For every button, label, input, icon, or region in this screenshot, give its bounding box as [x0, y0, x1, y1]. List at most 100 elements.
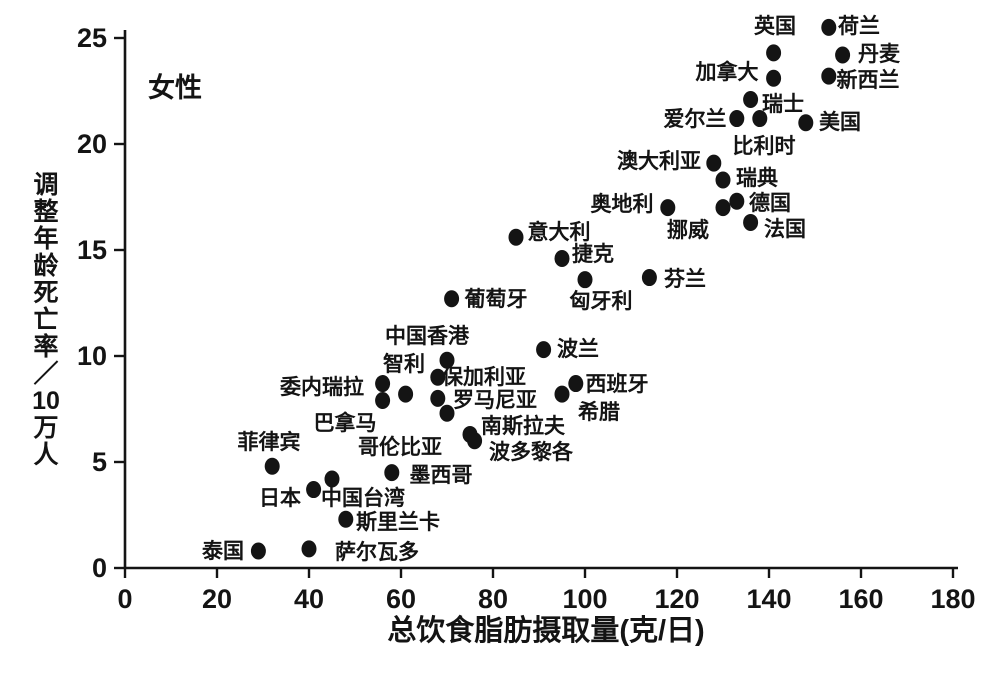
data-point: [430, 389, 446, 407]
point-label: 中国台湾: [321, 486, 405, 510]
data-point: [508, 228, 524, 246]
point-label: 澳大利亚: [617, 149, 701, 173]
y-axis-title-char: 整: [33, 198, 58, 226]
data-points-layer: [250, 18, 851, 560]
point-label: 意大利: [528, 220, 591, 244]
y-axis-title-char: 死: [33, 279, 58, 307]
data-point: [444, 290, 460, 308]
point-label: 保加利亚: [441, 366, 526, 389]
point-label: 巴拿马: [314, 411, 377, 435]
series-annotation-female: 女性: [148, 72, 202, 103]
point-label: 智利: [383, 352, 425, 376]
data-point: [398, 385, 414, 403]
point-label: 匈牙利: [570, 290, 633, 313]
y-axis-title-char: 人: [33, 441, 58, 469]
data-point: [821, 18, 837, 36]
point-label: 英国: [754, 15, 796, 38]
point-label: 捷克: [572, 243, 614, 266]
x-tick-label: 100: [562, 584, 607, 614]
y-axis-title-char: 亡: [33, 305, 58, 334]
data-point: [798, 114, 814, 132]
point-label: 南斯拉夫: [481, 414, 566, 438]
y-tick-label: 25: [77, 23, 107, 53]
point-label: 美国: [819, 110, 861, 134]
y-tick-label: 15: [77, 235, 107, 265]
x-tick-label: 120: [654, 584, 699, 614]
x-axis-title: 总饮食脂肪摄取量(克/日): [387, 613, 704, 647]
data-point: [324, 470, 340, 488]
point-label: 比利时: [733, 135, 796, 158]
data-point: [462, 425, 478, 443]
point-label: 加拿大: [695, 60, 759, 84]
data-point: [715, 171, 731, 189]
y-axis-title-char: 调: [33, 171, 58, 199]
data-point: [264, 457, 280, 475]
point-label: 丹麦: [858, 42, 901, 66]
data-point: [821, 67, 837, 85]
data-point: [766, 44, 782, 62]
point-label: 新西兰: [837, 68, 900, 92]
x-tick-label: 60: [386, 584, 416, 614]
data-point: [729, 110, 745, 128]
data-point: [439, 404, 455, 422]
data-point: [250, 542, 266, 560]
y-axis-title-char: 10: [32, 387, 60, 415]
y-tick-label: 20: [77, 129, 107, 159]
y-axis-title-char: ／: [33, 360, 58, 388]
point-label: 斯里兰卡: [356, 510, 440, 534]
point-label: 爱尔兰: [664, 107, 727, 131]
data-point: [641, 269, 657, 287]
data-point: [766, 69, 782, 87]
y-tick-label: 10: [77, 341, 107, 371]
data-point: [835, 46, 851, 64]
point-label: 日本: [259, 487, 301, 510]
data-point: [743, 213, 759, 231]
point-label: 中国香港: [385, 324, 470, 348]
data-point: [660, 199, 676, 217]
point-label: 西班牙: [586, 373, 649, 396]
point-label: 芬兰: [664, 267, 706, 291]
data-point: [706, 154, 722, 172]
data-point: [554, 249, 570, 267]
point-label: 希腊: [578, 400, 620, 424]
point-label: 罗马尼亚: [453, 389, 537, 412]
point-label: 波兰: [557, 337, 599, 361]
x-tick-label: 80: [478, 584, 508, 614]
point-label: 瑞典: [736, 166, 778, 190]
data-point: [430, 368, 446, 386]
data-point: [338, 510, 354, 528]
data-point: [375, 392, 391, 410]
x-tick-label: 180: [930, 584, 975, 614]
data-point: [554, 385, 570, 403]
x-tick-label: 0: [117, 584, 132, 614]
point-label: 波多黎各: [489, 440, 574, 464]
point-label: 法国: [764, 217, 806, 241]
point-label: 泰国: [201, 540, 244, 563]
point-label: 萨尔瓦多: [335, 540, 419, 564]
x-tick-label: 140: [746, 584, 791, 614]
point-label: 挪威: [667, 218, 709, 242]
point-label: 哥伦比亚: [358, 435, 442, 459]
point-label: 委内瑞拉: [279, 375, 364, 399]
data-point: [568, 375, 584, 393]
y-axis-title-char: 率: [33, 332, 58, 361]
data-point: [577, 271, 593, 289]
y-axis-title-char: 年: [33, 224, 58, 253]
point-label: 奥地利: [591, 192, 654, 216]
point-label: 德国: [749, 191, 791, 215]
point-label: 荷兰: [838, 14, 880, 38]
data-point: [715, 199, 731, 217]
x-tick-label: 20: [202, 584, 232, 614]
axis-ticks-layer: 0 20 40 60 80 100 120 140 160 180 0 5 10 15 20 25: [77, 23, 976, 614]
data-point: [439, 351, 455, 369]
data-point: [384, 464, 400, 482]
x-tick-label: 160: [838, 584, 883, 614]
y-axis-title-char: 万: [33, 414, 58, 442]
data-point: [743, 90, 759, 108]
x-tick-label: 40: [294, 584, 324, 614]
point-label: 瑞士: [762, 93, 804, 116]
